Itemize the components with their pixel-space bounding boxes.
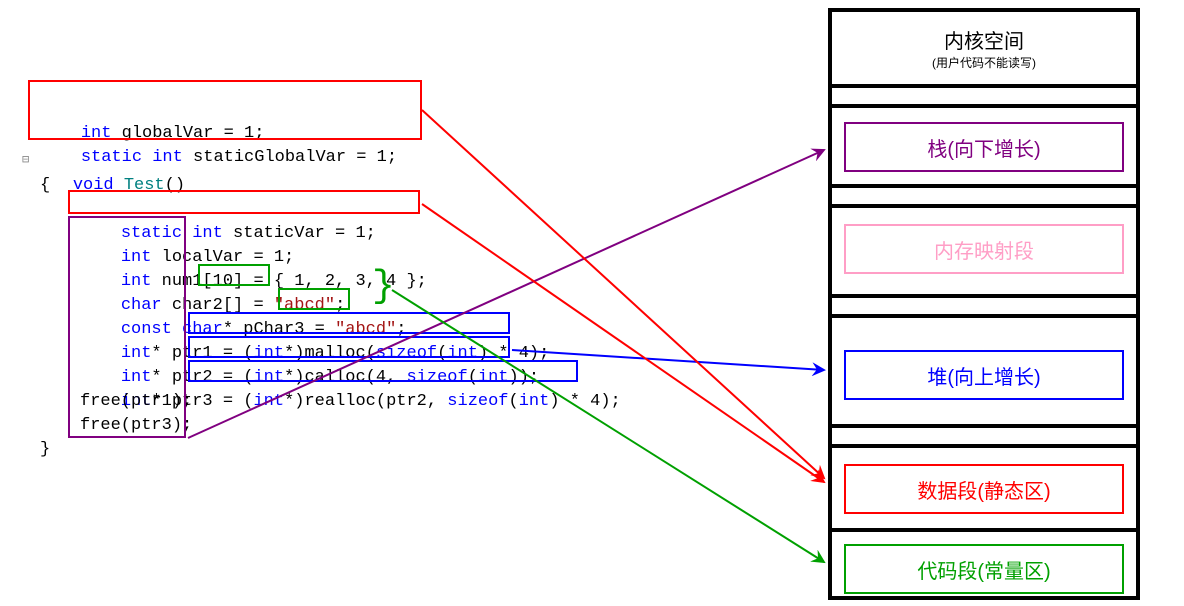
memory-cell-stack: 栈(向下增长) bbox=[844, 122, 1124, 172]
memory-divider bbox=[832, 294, 1136, 298]
memory-divider bbox=[832, 204, 1136, 208]
memory-cell-title: 内核空间 bbox=[944, 25, 1024, 54]
memory-cell-title: 内存映射段 bbox=[934, 235, 1034, 264]
highlight-red_outer_top bbox=[28, 80, 422, 140]
highlight-red_static_in bbox=[68, 190, 420, 214]
highlight-green_abcd2 bbox=[278, 288, 350, 310]
memory-cell-title: 代码段(常量区) bbox=[917, 555, 1050, 584]
memory-cell-title: 堆(向上增长) bbox=[927, 361, 1040, 390]
memory-divider bbox=[832, 184, 1136, 188]
memory-cell-mmap: 内存映射段 bbox=[844, 224, 1124, 274]
brace-icon: } bbox=[372, 268, 395, 306]
memory-divider bbox=[832, 104, 1136, 108]
memory-divider bbox=[832, 314, 1136, 318]
memory-cell-kernel: 内核空间(用户代码不能读写) bbox=[832, 12, 1136, 84]
highlight-purple_locals bbox=[68, 216, 186, 438]
code-line-lbrace: { bbox=[40, 174, 50, 198]
memory-cell-title: 栈(向下增长) bbox=[927, 133, 1040, 162]
highlight-blue_ptr2 bbox=[188, 336, 510, 358]
memory-cell-title: 数据段(静态区) bbox=[917, 475, 1050, 504]
memory-cell-subtitle: (用户代码不能读写) bbox=[932, 54, 1036, 71]
highlight-blue_ptr3 bbox=[188, 360, 578, 382]
highlight-blue_ptr1 bbox=[188, 312, 510, 334]
collapse-icon: ⊟ bbox=[22, 152, 29, 167]
memory-divider bbox=[832, 528, 1136, 532]
memory-cell-code: 代码段(常量区) bbox=[844, 544, 1124, 594]
memory-cell-heap: 堆(向上增长) bbox=[844, 350, 1124, 400]
highlight-green_abcd1 bbox=[198, 264, 270, 286]
memory-diagram: 内核空间(用户代码不能读写) 栈(向下增长) 内存映射段堆(向上增长) 数据段(静态区… bbox=[828, 8, 1140, 600]
memory-cell-data: 数据段(静态区) bbox=[844, 464, 1124, 514]
memory-divider bbox=[832, 84, 1136, 88]
code-line-rbrace: } bbox=[40, 438, 50, 462]
memory-divider bbox=[832, 444, 1136, 448]
memory-divider bbox=[832, 424, 1136, 428]
diagram-canvas: ⊟ int globalVar = 1; static int staticGl… bbox=[0, 0, 1184, 606]
